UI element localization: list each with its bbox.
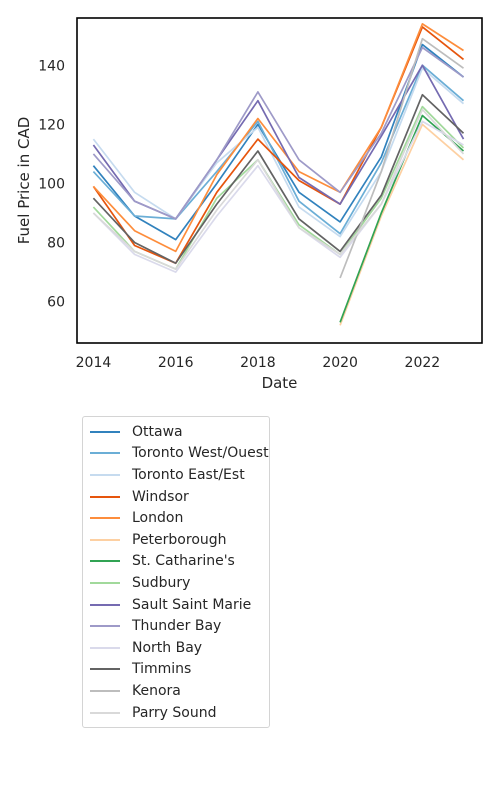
series-lines	[92, 23, 465, 326]
x-tick-label: 2018	[240, 355, 276, 371]
x-axis-ticks: 2014 2016 2018 2020 2022	[76, 355, 441, 371]
legend-label: Toronto West/Ouest	[132, 445, 269, 462]
plot-frame	[76, 17, 483, 344]
legend-item: Toronto West/Ouest	[83, 443, 269, 465]
legend-label: Thunder Bay	[132, 618, 222, 635]
legend-swatch	[90, 625, 120, 628]
legend-swatch	[90, 711, 120, 714]
series-line-11	[92, 93, 465, 265]
legend-item: Sudbury	[83, 572, 269, 594]
y-tick-label: 60	[47, 295, 65, 311]
x-tick-label: 2016	[158, 355, 194, 371]
series-line-1	[92, 64, 465, 235]
legend-label: North Bay	[132, 639, 203, 656]
legend-swatch	[90, 646, 120, 649]
legend-swatch	[90, 517, 120, 520]
legend-swatch	[90, 581, 120, 584]
y-tick-label: 80	[47, 236, 65, 252]
legend-label: Ottawa	[132, 423, 183, 440]
legend-label: Peterborough	[132, 531, 227, 548]
legend-swatch	[90, 538, 120, 541]
legend-item: North Bay	[83, 637, 269, 659]
legend-label: St. Catharine's	[132, 553, 235, 570]
legend-label: Sudbury	[132, 574, 191, 591]
x-tick-label: 2020	[322, 355, 358, 371]
legend-item: Parry Sound	[83, 702, 269, 724]
y-tick-label: 140	[38, 58, 65, 74]
legend-item: Toronto East/Est	[83, 464, 269, 486]
legend-label: Parry Sound	[132, 704, 217, 721]
legend-swatch	[90, 668, 120, 671]
x-tick-label: 2022	[405, 355, 441, 371]
series-line-2	[92, 67, 465, 238]
legend-item: Windsor	[83, 486, 269, 508]
legend-item: St. Catharine's	[83, 551, 269, 573]
legend-item: London	[83, 507, 269, 529]
legend-label: Windsor	[132, 488, 189, 505]
legend-item: Timmins	[83, 659, 269, 681]
series-line-5	[339, 123, 465, 326]
legend-label: Kenora	[132, 682, 181, 699]
legend-label: Timmins	[132, 661, 192, 678]
x-tick-label: 2014	[76, 355, 112, 371]
series-line-10	[92, 120, 464, 273]
series-line-12	[339, 37, 464, 279]
legend-swatch	[90, 495, 120, 498]
series-line-9	[92, 46, 464, 220]
y-axis-label: Fuel Price in CAD	[15, 117, 33, 245]
x-axis-label: Date	[262, 374, 298, 392]
legend-label: Sault Saint Marie	[132, 596, 252, 613]
legend-item: Peterborough	[83, 529, 269, 551]
legend-swatch	[90, 452, 120, 455]
legend-swatch	[90, 603, 120, 606]
legend: Ottawa Toronto West/Ouest Toronto East/Est…	[82, 416, 270, 729]
y-tick-label: 120	[38, 117, 65, 133]
legend-item: Kenora	[83, 680, 269, 702]
legend-label: Toronto East/Est	[132, 466, 245, 483]
y-axis-ticks: 60 80 100 120 140	[38, 58, 65, 310]
y-tick-label: 100	[38, 176, 65, 192]
legend-item: Ottawa	[83, 421, 269, 443]
legend-item: Sault Saint Marie	[83, 594, 269, 616]
series-line-4	[92, 23, 464, 253]
legend-swatch	[90, 560, 120, 563]
legend-label: London	[132, 510, 184, 527]
legend-swatch	[90, 689, 120, 692]
legend-swatch	[90, 430, 120, 433]
legend-swatch	[90, 473, 120, 476]
legend-item: Thunder Bay	[83, 615, 269, 637]
series-line-13	[92, 108, 465, 270]
